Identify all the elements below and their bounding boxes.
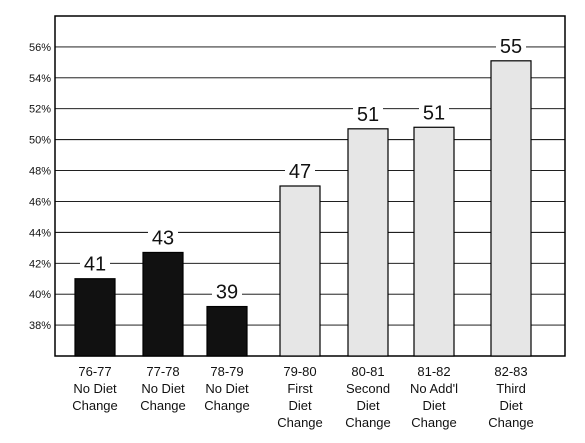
x-category-line: 82-83 xyxy=(494,364,527,379)
y-tick-label: 48% xyxy=(29,166,51,178)
x-category-label: 77-78 No Diet Change xyxy=(140,364,186,413)
x-category-line: Diet xyxy=(422,398,446,413)
x-category-line: No Diet xyxy=(141,381,185,396)
y-tick-label: 54% xyxy=(29,73,51,85)
bar xyxy=(347,128,389,357)
y-tick-label: 40% xyxy=(29,289,51,301)
bar xyxy=(74,278,116,357)
x-category-line: Second xyxy=(346,381,390,396)
gridlines xyxy=(55,46,565,326)
x-category-line: Change xyxy=(140,398,186,413)
data-label-backing xyxy=(353,102,383,125)
x-category-line: 78-79 xyxy=(210,364,243,379)
y-tick-label: 50% xyxy=(29,135,51,147)
x-category-label: 78-79 No Diet Change xyxy=(204,364,250,413)
bar xyxy=(490,60,532,357)
x-category-label: 81-82 No Add'l Diet Change xyxy=(410,364,458,430)
y-tick-label: 42% xyxy=(29,258,51,270)
x-category-line: Change xyxy=(72,398,118,413)
bars xyxy=(74,60,532,357)
y-tick-label: 46% xyxy=(29,196,51,208)
bar xyxy=(279,185,321,357)
y-tick-label: 44% xyxy=(29,227,51,239)
data-label: 51 xyxy=(357,104,379,126)
bar xyxy=(206,305,248,357)
bar xyxy=(413,126,455,357)
x-category-line: Change xyxy=(345,415,391,430)
x-category-label: 76-77 No Diet Change xyxy=(72,364,118,413)
x-category-line: Diet xyxy=(288,398,312,413)
x-category-line: 79-80 xyxy=(283,364,316,379)
x-category-line: Diet xyxy=(499,398,523,413)
data-label-backing xyxy=(419,101,449,124)
x-category-line: Diet xyxy=(356,398,380,413)
y-tick-label: 56% xyxy=(29,42,51,54)
data-label: 43 xyxy=(152,227,174,249)
x-category-line: First xyxy=(287,381,313,396)
x-category-line: 77-78 xyxy=(146,364,179,379)
data-label: 55 xyxy=(500,36,522,58)
y-tick-label: 52% xyxy=(29,104,51,116)
x-category-line: Third xyxy=(496,381,526,396)
x-category-line: No Diet xyxy=(205,381,249,396)
y-tick-label: 38% xyxy=(29,320,51,332)
data-label-backing xyxy=(80,252,110,275)
bar xyxy=(142,251,184,357)
x-category-line: 76-77 xyxy=(78,364,111,379)
x-category-line: No Add'l xyxy=(410,381,458,396)
data-label: 47 xyxy=(289,161,311,183)
data-label: 51 xyxy=(423,102,445,124)
x-category-line: Change xyxy=(488,415,534,430)
x-category-line: No Diet xyxy=(73,381,117,396)
x-category-line: Change xyxy=(411,415,457,430)
data-label-backing xyxy=(148,226,178,249)
data-label: 39 xyxy=(216,282,238,304)
x-category-line: Change xyxy=(204,398,250,413)
y-axis-ticks: 38% 40% 42% 44% 46% 48% 50% 52% 54% 56% xyxy=(29,42,51,332)
x-category-line: 81-82 xyxy=(417,364,450,379)
data-label: 41 xyxy=(84,254,106,276)
x-category-label: 82-83 Third Diet Change xyxy=(488,364,534,430)
data-label-backing xyxy=(212,280,242,303)
data-label-backing xyxy=(496,34,526,57)
data-label-backing xyxy=(285,160,315,182)
data-labels: 41 43 39 47 51 51 55 xyxy=(80,34,526,304)
x-category-label: 79-80 First Diet Change xyxy=(277,364,323,430)
x-category-label: 80-81 Second Diet Change xyxy=(345,364,391,430)
x-category-line: 80-81 xyxy=(351,364,384,379)
x-category-line: Change xyxy=(277,415,323,430)
